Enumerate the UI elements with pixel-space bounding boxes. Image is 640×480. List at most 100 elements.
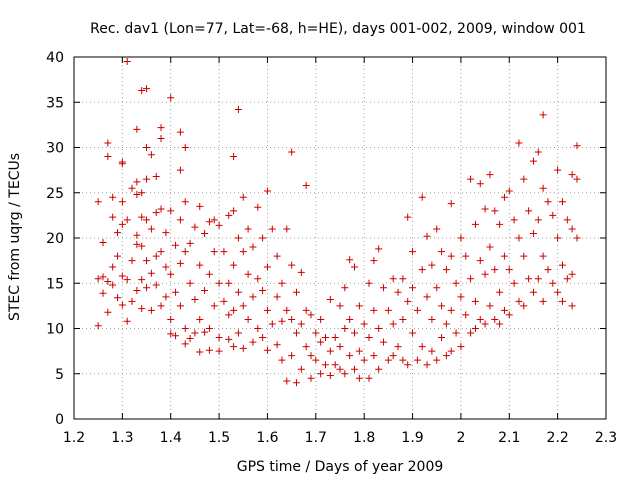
data-point — [351, 263, 359, 271]
data-point — [138, 213, 146, 221]
x-tick-label: 1.3 — [111, 430, 133, 446]
data-point — [138, 276, 146, 284]
data-point — [186, 279, 194, 287]
data-point — [230, 153, 238, 161]
data-point — [438, 302, 446, 310]
data-point — [196, 261, 204, 269]
data-point — [573, 142, 581, 150]
data-point — [525, 207, 533, 215]
data-point — [346, 352, 354, 360]
data-point — [476, 180, 484, 188]
data-point — [123, 216, 131, 224]
data-point — [481, 205, 489, 213]
data-point — [341, 325, 349, 332]
data-point — [442, 352, 450, 360]
data-point — [210, 302, 218, 310]
data-point — [123, 58, 131, 66]
data-point — [544, 266, 552, 274]
data-point — [404, 297, 412, 305]
tick-layer: 1.2 1.3 1.4 1.5 1.6 1.7 1.8 1.9 2 2.1 2.2 2.3 0 5 10 15… — [46, 50, 617, 446]
data-point — [510, 279, 518, 287]
data-point — [563, 275, 571, 283]
data-point — [370, 257, 378, 265]
data-point — [123, 276, 131, 284]
data-point — [307, 374, 315, 382]
data-point — [167, 207, 175, 215]
data-point — [370, 306, 378, 314]
data-point — [133, 178, 141, 186]
data-point — [317, 338, 325, 346]
data-point — [554, 234, 562, 242]
data-point — [341, 284, 349, 292]
data-point — [288, 148, 296, 156]
data-point — [278, 317, 286, 325]
data-point — [234, 105, 242, 113]
data-point — [167, 315, 175, 323]
data-point — [225, 335, 233, 343]
data-point — [297, 268, 305, 276]
data-point — [191, 329, 199, 337]
data-point — [152, 252, 160, 260]
data-point — [104, 153, 112, 161]
data-point — [230, 343, 238, 351]
data-point — [138, 305, 146, 313]
data-point — [152, 281, 160, 289]
data-point — [331, 361, 339, 369]
data-point — [297, 320, 305, 328]
data-point — [263, 346, 271, 354]
data-point — [389, 352, 397, 360]
x-tick-label: 2.1 — [498, 430, 520, 446]
data-point — [529, 157, 537, 165]
data-point — [307, 352, 315, 360]
data-point — [438, 334, 446, 342]
data-point — [94, 275, 102, 283]
data-point — [558, 297, 566, 305]
data-point — [225, 211, 233, 219]
x-axis-label: GPS time / Days of year 2009 — [237, 459, 444, 475]
data-point — [201, 328, 209, 336]
x-tick-label: 2 — [456, 430, 465, 446]
data-point — [515, 234, 523, 242]
data-point — [302, 182, 310, 190]
data-point — [389, 275, 397, 283]
data-point — [394, 343, 402, 351]
data-point — [147, 269, 155, 277]
data-point — [452, 279, 460, 287]
data-point — [210, 216, 218, 224]
data-point — [230, 207, 238, 215]
data-point — [172, 241, 180, 249]
data-point — [104, 139, 112, 147]
data-point — [336, 302, 344, 310]
data-point — [534, 148, 542, 156]
data-point — [433, 284, 441, 292]
data-point — [370, 352, 378, 360]
y-tick-label: 30 — [46, 141, 64, 157]
data-point — [355, 302, 363, 310]
data-point — [336, 343, 344, 351]
data-point — [549, 211, 557, 219]
data-point — [268, 320, 276, 328]
data-point — [418, 266, 426, 274]
data-point — [114, 252, 122, 260]
data-point — [205, 270, 213, 278]
data-point — [486, 171, 494, 179]
data-point — [172, 332, 180, 340]
data-point — [491, 266, 499, 274]
data-point — [176, 259, 184, 267]
data-point — [215, 334, 223, 342]
grid-layer — [74, 57, 606, 419]
data-point — [225, 311, 233, 319]
data-point — [239, 248, 247, 256]
data-point — [573, 175, 581, 183]
x-tick-label: 2.3 — [595, 430, 617, 446]
data-point — [292, 329, 300, 337]
data-point — [471, 220, 479, 228]
data-point — [99, 289, 107, 297]
data-point — [133, 231, 141, 239]
data-point — [297, 365, 305, 373]
data-point — [549, 279, 557, 287]
data-point — [539, 297, 547, 305]
data-point — [118, 160, 126, 168]
data-point — [176, 166, 184, 174]
data-point — [558, 261, 566, 269]
